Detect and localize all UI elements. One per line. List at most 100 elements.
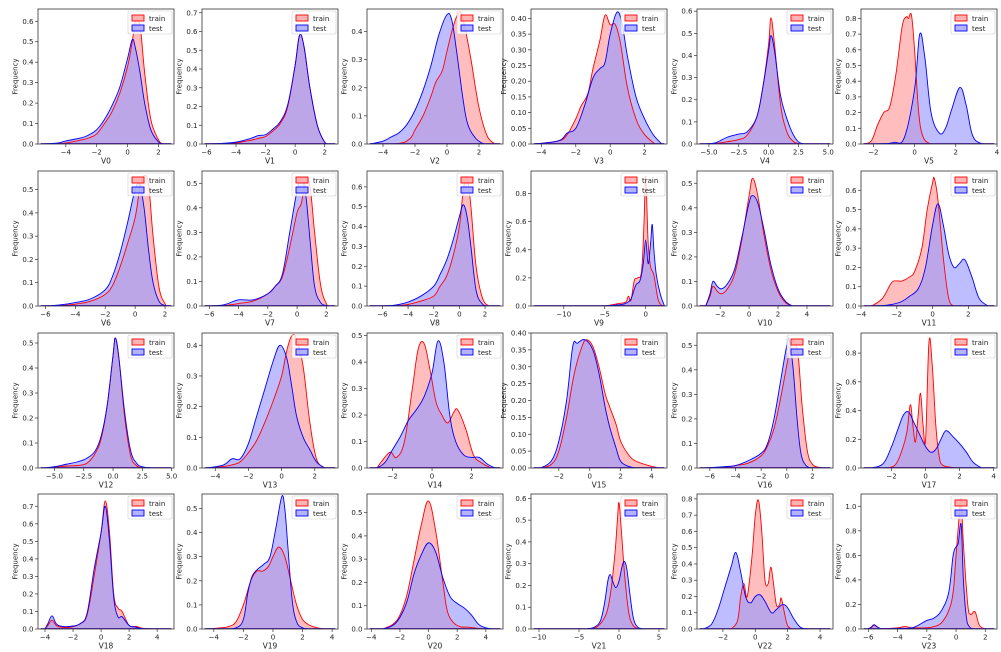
test-legend-swatch: [954, 24, 968, 32]
y-tick-label: 0.8: [681, 495, 692, 503]
train-legend-label: train: [642, 500, 658, 508]
x-tick-label: −2: [263, 311, 273, 319]
x-tick-label: 0: [99, 634, 103, 642]
x-tick-label: −2: [554, 473, 564, 481]
axes-frame: [530, 170, 668, 307]
x-tick-label: −2: [243, 473, 253, 481]
test-legend-swatch: [954, 509, 968, 517]
legend: train test: [786, 10, 832, 35]
y-tick-label: 0.5: [681, 342, 692, 350]
y-tick-label: 0.4: [186, 529, 198, 537]
test-legend-label: test: [149, 510, 163, 518]
y-axis-label: Frequency: [340, 543, 348, 579]
y-tick-label: 0.0: [22, 141, 33, 149]
train-legend-swatch: [624, 499, 638, 507]
test-legend-swatch: [624, 509, 638, 517]
y-tick-label: 0.4: [351, 532, 363, 540]
x-tick-label: 0: [643, 311, 647, 319]
y-tick-label: 0.35: [511, 346, 527, 354]
train-legend-swatch: [460, 338, 474, 346]
y-tick-label: 0.6: [351, 183, 363, 191]
y-tick-label: 0.1: [681, 609, 692, 617]
plot-area: [533, 502, 665, 629]
y-axis-label: Frequency: [670, 543, 678, 579]
subplot-v22: −2 0 2 4 0.0 0.1 0.2 0.3 0.4 0.5 0.6 0.7 0.8 V22 Frequ…: [670, 493, 834, 651]
y-tick-label: 0.1: [351, 112, 362, 120]
train-kde-fill: [884, 337, 963, 468]
y-tick-label: 0.30: [511, 363, 527, 371]
y-tick-label: 0.00: [511, 141, 527, 149]
legend: train test: [456, 334, 502, 359]
axes-frame: [37, 332, 175, 469]
subplot-v2: −4 −2 0 2 0.0 0.1 0.2 0.3 0.4 V2 Frequency train tes…: [340, 8, 504, 166]
train-legend-label: train: [642, 15, 658, 23]
y-tick-label: 0.1: [186, 122, 197, 130]
y-axis-label: Frequency: [340, 382, 348, 418]
test-kde-line: [44, 505, 165, 629]
y-tick-label: 0.2: [351, 263, 362, 271]
x-tick-label: 2: [810, 473, 814, 481]
legend: train test: [291, 334, 337, 359]
test-kde-line: [586, 560, 644, 629]
x-tick-label: −4: [209, 634, 220, 642]
y-tick-label: 0.3: [681, 74, 692, 82]
y-tick-label: 0.8: [845, 527, 856, 535]
x-tick-label: 4: [991, 473, 996, 481]
y-tick-label: 0.2: [845, 109, 856, 117]
plot-area: [40, 18, 172, 144]
x-axis-label: V18: [99, 642, 114, 651]
x-tick-label: −4: [233, 311, 244, 319]
train-legend-label: train: [149, 177, 165, 185]
axes-frame: [366, 332, 504, 469]
y-tick-label: 0.6: [22, 18, 34, 26]
x-tick-label: 0: [617, 634, 621, 642]
test-legend-swatch: [460, 24, 474, 32]
train-kde-line: [703, 339, 826, 468]
x-tick-label: 2: [618, 473, 622, 481]
x-tick-label: −2: [429, 311, 439, 319]
y-tick-label: 0.4: [22, 555, 34, 563]
x-tick-label: 0: [133, 311, 137, 319]
x-tick-label: 5: [657, 634, 661, 642]
x-tick-label: −2: [68, 634, 78, 642]
x-tick-label: 0: [785, 473, 789, 481]
y-axis-label: Frequency: [175, 58, 183, 94]
subplot-v20: −4 −2 0 2 4 0.0 0.1 0.2 0.3 0.4 0.5 V20 Frequency tra…: [340, 493, 504, 651]
x-tick-label: 0: [271, 634, 275, 642]
legend: train test: [620, 10, 666, 35]
test-legend-label: test: [808, 349, 822, 357]
y-tick-label: 0.4: [186, 66, 198, 74]
y-tick-label: 0.3: [186, 84, 197, 92]
legend: train test: [127, 172, 173, 197]
y-tick-label: 0.0: [186, 141, 197, 149]
x-tick-label: −4: [61, 149, 72, 157]
x-tick-label: −4: [856, 311, 867, 319]
y-tick-label: 0.3: [681, 391, 692, 399]
train-legend-swatch: [790, 176, 804, 184]
x-tick-label: 4: [805, 311, 810, 319]
x-tick-label: −6: [377, 311, 388, 319]
test-kde-line: [42, 38, 164, 144]
test-kde-line: [206, 33, 330, 144]
y-tick-label: 0.4: [186, 204, 198, 212]
x-tick-label: 0.0: [763, 149, 774, 157]
subplot-v15: −2 0 2 4 0.00 0.05 0.10 0.15 0.20 0.25 0.30 0.35 0.4…: [500, 330, 668, 490]
y-tick-label: 0.8: [845, 350, 856, 358]
test-kde-line: [705, 195, 793, 306]
axes-frame: [366, 493, 504, 630]
y-tick-label: 0.3: [186, 372, 197, 380]
y-tick-label: 0.25: [511, 380, 527, 388]
y-tick-label: 0.4: [681, 204, 693, 212]
test-kde-line: [206, 344, 325, 468]
y-tick-label: 0.6: [845, 187, 857, 195]
plot-area: [204, 33, 336, 144]
y-tick-label: 0.1: [351, 602, 362, 610]
x-tick-label: −6: [40, 311, 51, 319]
y-tick-label: 0.15: [511, 414, 527, 422]
y-tick-label: 0.5: [186, 505, 197, 513]
x-tick-label: 4: [995, 149, 1000, 157]
train-legend-label: train: [313, 177, 329, 185]
y-axis-label: Frequency: [175, 220, 183, 256]
y-tick-label: 0.2: [186, 403, 197, 411]
